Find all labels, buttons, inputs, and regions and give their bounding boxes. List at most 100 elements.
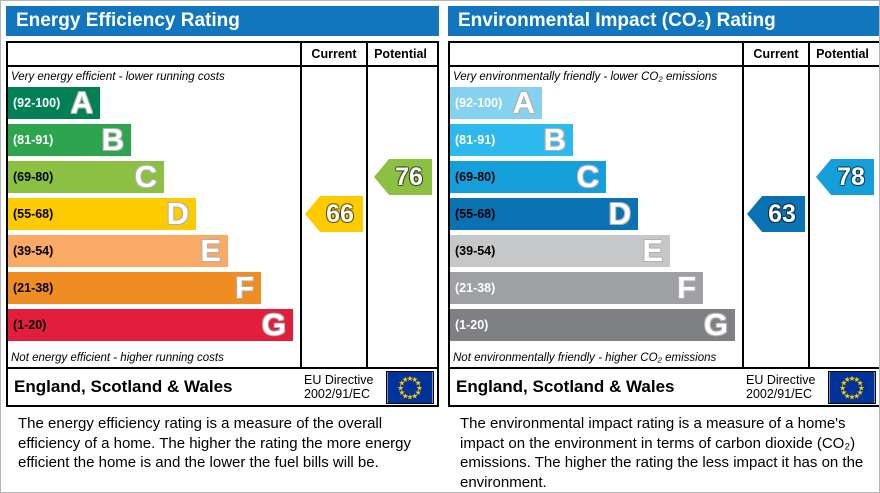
svg-text:★: ★ xyxy=(858,383,865,392)
svg-text:★: ★ xyxy=(840,388,847,397)
svg-text:★: ★ xyxy=(411,391,418,400)
svg-text:★: ★ xyxy=(853,375,860,384)
energy-band-c: (69-80) C xyxy=(8,161,164,193)
band-letter: F xyxy=(677,270,696,305)
band-range-label: (39-54) xyxy=(455,244,496,258)
energy-description: The energy efficiency rating is a measur… xyxy=(18,415,412,471)
band-letter: G xyxy=(703,307,728,342)
energy-band-g: (1-20) G xyxy=(8,309,293,341)
energy-eu-directive: EU Directive 2002/91/EC xyxy=(304,373,386,401)
eu-directive-line2: 2002/91/EC xyxy=(304,387,371,401)
eu-directive-line1: EU Directive xyxy=(304,373,374,387)
band-range-label: (55-68) xyxy=(13,207,54,221)
band-letter: A xyxy=(70,85,93,120)
energy-efficiency-panel: Energy Efficiency Rating Current Potenti… xyxy=(6,6,439,492)
eu-flag-icon: ★★ ★★ ★★ ★★ ★★ ★★ xyxy=(386,370,434,404)
svg-text:★: ★ xyxy=(398,388,405,397)
energy-rating-table: Current Potential Very energy efficient … xyxy=(6,41,439,407)
energy-table-body: Very energy efficient - lower running co… xyxy=(8,67,437,367)
energy-current-column-header: Current xyxy=(300,43,366,65)
svg-text:★: ★ xyxy=(416,383,423,392)
svg-text:★: ★ xyxy=(397,383,404,392)
svg-text:★: ★ xyxy=(411,375,418,384)
energy-potential-column xyxy=(366,67,433,367)
band-range-label: (69-80) xyxy=(455,170,496,184)
energy-band-a: (92-100) A xyxy=(8,87,100,119)
svg-text:★: ★ xyxy=(415,378,422,387)
svg-text:★: ★ xyxy=(857,378,864,387)
energy-potential-value: 76 xyxy=(395,162,423,191)
eu-directive-line2: 2002/91/EC xyxy=(746,387,813,401)
band-range-label: (21-38) xyxy=(455,281,496,295)
environment-header-spacer xyxy=(450,43,742,65)
band-letter: B xyxy=(543,122,566,157)
svg-text:★: ★ xyxy=(849,373,856,382)
band-range-label: (1-20) xyxy=(455,318,489,332)
svg-text:★: ★ xyxy=(407,373,414,382)
svg-text:★: ★ xyxy=(849,392,856,401)
band-letter: B xyxy=(101,122,124,157)
energy-header-spacer xyxy=(8,43,300,65)
environment-footer-row: England, Scotland & Wales EU Directive 2… xyxy=(450,367,879,405)
svg-text:★: ★ xyxy=(840,378,847,387)
environment-rating-table: Current Potential Very environmentally f… xyxy=(448,41,879,407)
energy-band-b: (81-91) B xyxy=(8,124,131,156)
environment-potential-column-header: Potential xyxy=(808,43,875,65)
energy-top-note: Very energy efficient - lower running co… xyxy=(11,71,225,83)
svg-text:★: ★ xyxy=(407,392,414,401)
environment-band-b: (81-91) B xyxy=(450,124,573,156)
environment-potential-column xyxy=(808,67,875,367)
energy-band-f: (21-38) F xyxy=(8,272,261,304)
band-range-label: (92-100) xyxy=(455,96,503,110)
energy-band-d: (55-68) D xyxy=(8,198,196,230)
environment-description: The environmental impact rating is a mea… xyxy=(460,415,864,491)
band-letter: D xyxy=(608,196,631,231)
band-letter: D xyxy=(166,196,189,231)
environment-band-d: (55-68) D xyxy=(450,198,638,230)
environment-potential-value: 78 xyxy=(837,162,865,191)
band-letter: F xyxy=(235,270,254,305)
band-letter: E xyxy=(200,233,221,268)
band-range-label: (92-100) xyxy=(13,96,61,110)
svg-text:★: ★ xyxy=(398,378,405,387)
svg-text:★: ★ xyxy=(402,391,409,400)
svg-text:★: ★ xyxy=(844,391,851,400)
environment-current-column-header: Current xyxy=(742,43,808,65)
environmental-impact-panel: Environmental Impact (CO₂) Rating Curren… xyxy=(448,6,879,492)
energy-current-value: 66 xyxy=(326,199,354,228)
environment-band-g: (1-20) G xyxy=(450,309,735,341)
energy-current-column xyxy=(300,67,366,367)
energy-band-e: (39-54) E xyxy=(8,235,228,267)
environment-table-body: Very environmentally friendly - lower CO… xyxy=(450,67,879,367)
svg-text:★: ★ xyxy=(402,375,409,384)
band-letter: C xyxy=(134,159,157,194)
energy-band-chart: Very energy efficient - lower running co… xyxy=(8,67,300,367)
band-range-label: (81-91) xyxy=(455,133,496,147)
environment-bottom-note: Not environmentally friendly - higher CO… xyxy=(453,352,717,364)
svg-text:★: ★ xyxy=(844,375,851,384)
band-letter: G xyxy=(261,307,286,342)
environment-band-f: (21-38) F xyxy=(450,272,703,304)
band-range-label: (69-80) xyxy=(13,170,54,184)
environment-top-note: Very environmentally friendly - lower CO… xyxy=(453,71,718,83)
svg-text:★: ★ xyxy=(857,388,864,397)
environment-current-value: 63 xyxy=(768,199,796,228)
band-range-label: (39-54) xyxy=(13,244,54,258)
environment-band-a: (92-100) A xyxy=(450,87,542,119)
band-range-label: (55-68) xyxy=(455,207,496,221)
environment-band-e: (39-54) E xyxy=(450,235,670,267)
energy-footer-row: England, Scotland & Wales EU Directive 2… xyxy=(8,367,437,405)
environment-band-c: (69-80) C xyxy=(450,161,606,193)
energy-bottom-note: Not energy efficient - higher running co… xyxy=(11,352,224,364)
band-range-label: (21-38) xyxy=(13,281,54,295)
energy-panel-title: Energy Efficiency Rating xyxy=(6,6,439,36)
band-letter: C xyxy=(576,159,599,194)
band-range-label: (1-20) xyxy=(13,318,47,332)
environment-table-header-row: Current Potential xyxy=(450,43,879,67)
environment-current-column xyxy=(742,67,808,367)
svg-text:★: ★ xyxy=(415,388,422,397)
energy-potential-column-header: Potential xyxy=(366,43,433,65)
svg-text:★: ★ xyxy=(853,391,860,400)
band-letter: E xyxy=(642,233,663,268)
